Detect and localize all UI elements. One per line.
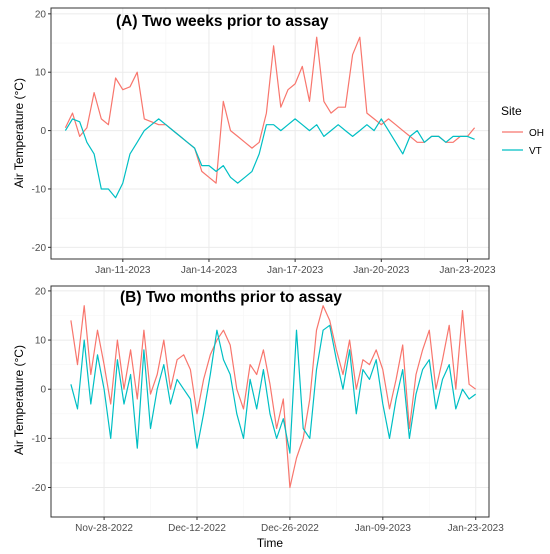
panel-a-x-tick-label: Jan-14-2023 bbox=[181, 265, 238, 276]
panel-a-series-oh bbox=[64, 36, 476, 184]
panel-b-y-tick-label: 10 bbox=[35, 336, 47, 347]
panel-b-x-tick-label: Dec-26-2022 bbox=[261, 523, 319, 534]
panel-b: -20 -10 0 10 20 Nov-28-2022 Dec-12-2022 Dec-26… bbox=[12, 285, 504, 534]
panel-a-y-axis-title: Air Temperature (°C) bbox=[12, 78, 26, 188]
panel-a-y-tick-label: 0 bbox=[40, 126, 46, 137]
panel-b-series-vt bbox=[70, 324, 477, 454]
panel-a-series-vt bbox=[64, 118, 475, 199]
panel-a-x-ticks: Jan-11-2023 Jan-14-2023 Jan-17-2023 Jan-20-… bbox=[95, 259, 496, 276]
panel-a: -20 -10 0 10 20 Jan-11-2023 Jan-14-2023 Jan-17… bbox=[12, 7, 496, 276]
panel-b-y-axis-title: Air Temperature (°C) bbox=[12, 345, 26, 455]
panel-b-x-tick-label: Jan-09-2023 bbox=[355, 523, 412, 534]
legend-label-oh: OH bbox=[529, 128, 544, 139]
panel-a-x-tick-label: Jan-17-2023 bbox=[267, 265, 324, 276]
panel-b-y-tick-label: -10 bbox=[32, 434, 47, 445]
panel-a-series bbox=[64, 36, 476, 199]
legend-item-oh: OH bbox=[502, 128, 544, 139]
panel-b-y-tick-label: 0 bbox=[40, 385, 46, 396]
panel-b-x-ticks: Nov-28-2022 Dec-12-2022 Dec-26-2022 Jan-09-… bbox=[75, 517, 504, 534]
panel-a-border bbox=[50, 7, 490, 260]
panel-b-x-tick-label: Nov-28-2022 bbox=[75, 523, 133, 534]
panel-b-grid bbox=[51, 286, 489, 517]
panel-a-y-tick-label: -10 bbox=[32, 184, 47, 195]
panel-b-y-ticks: -20 -10 0 10 20 bbox=[32, 286, 51, 494]
panel-b-y-tick-label: -20 bbox=[32, 483, 47, 494]
panel-b-plot-area bbox=[50, 285, 490, 518]
legend-label-vt: VT bbox=[529, 146, 542, 157]
panel-a-x-tick-label: Jan-23-2023 bbox=[439, 265, 496, 276]
panel-a-y-ticks: -20 -10 0 10 20 bbox=[32, 9, 51, 254]
panel-b-border bbox=[50, 285, 490, 518]
legend-item-vt: VT bbox=[502, 146, 542, 157]
panel-b-y-tick-label: 20 bbox=[35, 286, 47, 297]
panel-a-y-tick-label: 10 bbox=[35, 68, 47, 79]
panel-a-title: (A) Two weeks prior to assay bbox=[116, 13, 329, 30]
panel-b-series-oh bbox=[70, 305, 477, 489]
legend-title: Site bbox=[501, 104, 522, 118]
legend: Site OH VT bbox=[501, 104, 544, 157]
panel-b-title: (B) Two months prior to assay bbox=[120, 289, 342, 306]
panel-a-y-tick-label: 20 bbox=[35, 9, 47, 20]
panel-a-plot-area bbox=[50, 7, 490, 260]
x-axis-title: Time bbox=[257, 536, 284, 550]
panel-b-x-tick-label: Jan-23-2023 bbox=[448, 523, 505, 534]
panel-b-series bbox=[70, 305, 477, 489]
panel-a-y-tick-label: -20 bbox=[32, 243, 47, 254]
panel-b-x-tick-label: Dec-12-2022 bbox=[168, 523, 226, 534]
panel-a-grid bbox=[51, 8, 489, 259]
panel-a-x-tick-label: Jan-11-2023 bbox=[95, 265, 151, 276]
panel-a-x-tick-label: Jan-20-2023 bbox=[353, 265, 410, 276]
